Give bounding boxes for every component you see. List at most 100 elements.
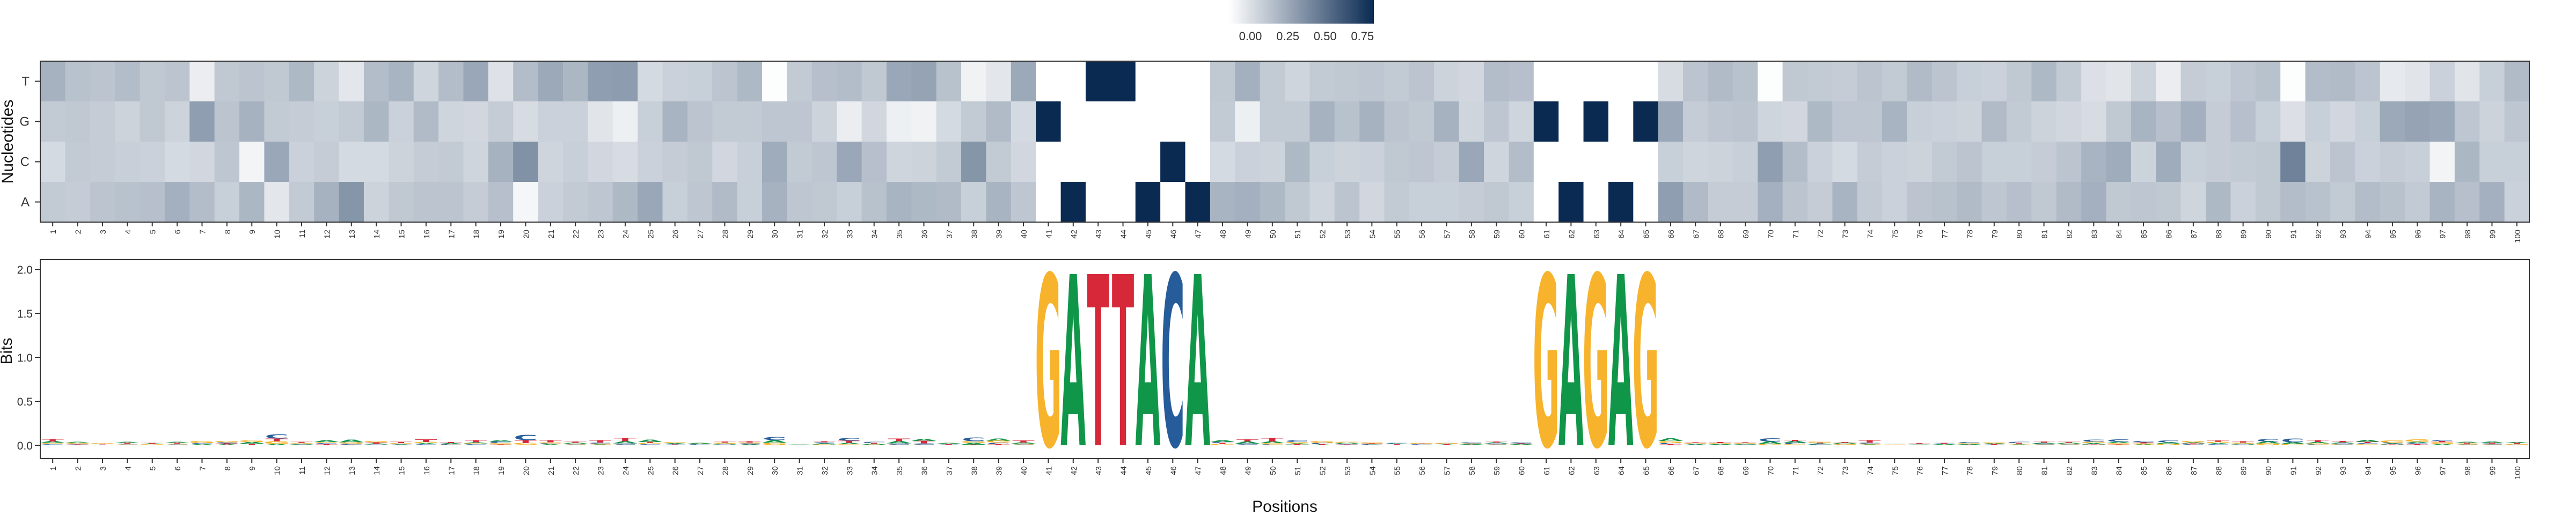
heatmap-cell bbox=[2255, 142, 2281, 182]
heatmap-cell bbox=[787, 61, 813, 102]
heatmap-cell bbox=[2156, 142, 2182, 182]
logo-letter: G bbox=[1832, 444, 1858, 445]
heatmap-cell bbox=[1832, 142, 1858, 182]
heatmap-cell bbox=[1334, 101, 1360, 142]
heatmap-col-label: 90 bbox=[2264, 230, 2273, 239]
heatmap-cell bbox=[1708, 142, 1733, 182]
logo-x-tick-label: 97 bbox=[2439, 466, 2448, 475]
logo-x-tick-label: 3 bbox=[99, 466, 108, 470]
logo-letter: A bbox=[1384, 444, 1409, 445]
heatmap-cell bbox=[1110, 101, 1136, 142]
heatmap-cell bbox=[2280, 182, 2306, 223]
heatmap-col-label: 3 bbox=[99, 230, 108, 234]
heatmap-cell bbox=[1359, 101, 1385, 142]
logo-letter: G bbox=[64, 443, 91, 444]
logo-letter: G bbox=[1682, 443, 1709, 444]
heatmap-cell bbox=[2330, 142, 2355, 182]
heatmap-cell bbox=[1235, 101, 1261, 142]
heatmap-col-label: 21 bbox=[547, 230, 556, 239]
heatmap-cell bbox=[1907, 182, 1933, 223]
heatmap-col-label: 88 bbox=[2214, 230, 2223, 239]
heatmap-cell bbox=[1807, 61, 1833, 102]
heatmap-cell bbox=[961, 182, 987, 223]
heatmap-cell bbox=[1160, 182, 1186, 223]
logo-letter: A bbox=[1932, 444, 1957, 445]
logo-letter: G bbox=[288, 443, 315, 444]
heatmap-cell bbox=[2031, 182, 2057, 223]
logo-x-tick-label: 93 bbox=[2339, 466, 2348, 475]
logo-letter: G bbox=[2479, 444, 2506, 445]
heatmap-cell bbox=[140, 142, 165, 182]
heatmap-cell bbox=[2355, 182, 2381, 223]
heatmap-cell bbox=[1484, 182, 1510, 223]
logo-letter: G bbox=[1707, 443, 1734, 444]
heatmap-cell bbox=[612, 101, 638, 142]
heatmap-cell bbox=[2081, 61, 2107, 102]
logo-x-tick-label: 30 bbox=[771, 466, 780, 475]
heatmap-cell bbox=[1732, 142, 1758, 182]
logo-letter: C bbox=[1758, 438, 1782, 443]
logo-letter: C bbox=[314, 443, 338, 445]
heatmap-cell bbox=[712, 182, 738, 223]
heatmap-cell bbox=[712, 142, 738, 182]
heatmap-cell bbox=[140, 101, 165, 142]
heatmap-cell bbox=[638, 182, 663, 223]
heatmap-cell bbox=[787, 101, 813, 142]
logo-x-tick-label: 87 bbox=[2190, 466, 2199, 475]
heatmap-cell bbox=[2106, 182, 2132, 223]
heatmap-cell bbox=[239, 182, 265, 223]
logo-letter: G bbox=[1856, 443, 1883, 445]
heatmap-cell bbox=[438, 101, 464, 142]
heatmap-cell bbox=[2007, 61, 2032, 102]
logo-letter: C bbox=[65, 444, 89, 445]
logo-letter: G bbox=[1657, 440, 1684, 444]
logo-letter: G bbox=[1956, 443, 1983, 444]
heatmap-cell bbox=[1484, 61, 1510, 102]
logo-letter: C bbox=[414, 444, 438, 446]
heatmap-cell bbox=[886, 61, 912, 102]
logo-letter: A bbox=[488, 439, 514, 442]
logo-letter: A bbox=[762, 439, 788, 444]
heatmap-cell bbox=[413, 101, 439, 142]
logo-letter: C bbox=[1261, 444, 1284, 446]
logo-x-tick-label: 66 bbox=[1667, 466, 1676, 475]
logo-letter: G bbox=[537, 442, 564, 444]
logo-x-tick-label: 45 bbox=[1144, 466, 1153, 475]
heatmap-col-label: 25 bbox=[646, 230, 655, 239]
logo-letter: C bbox=[190, 443, 214, 445]
logo-letter: A bbox=[1957, 444, 1982, 445]
logo-letter: T bbox=[1510, 443, 1532, 444]
heatmap-cell bbox=[65, 101, 91, 142]
heatmap-cell bbox=[189, 182, 215, 223]
heatmap-cell bbox=[314, 61, 340, 102]
logo-letter: A bbox=[65, 442, 90, 443]
heatmap-cell bbox=[936, 61, 962, 102]
logo-x-tick-label: 99 bbox=[2488, 466, 2497, 475]
heatmap-col-label: 67 bbox=[1692, 230, 1701, 239]
logo-letter: A bbox=[289, 444, 314, 445]
heatmap-cell bbox=[1509, 101, 1534, 142]
heatmap-cell bbox=[1608, 182, 1634, 223]
logo-letter: C bbox=[564, 444, 587, 445]
heatmap-cell bbox=[1782, 182, 1808, 223]
logo-letter: G bbox=[1633, 227, 1659, 501]
logo-letter: T bbox=[2008, 443, 2030, 444]
heatmap-cell bbox=[2230, 182, 2256, 223]
logo-letter: C bbox=[1235, 443, 1259, 445]
logo-letter: T bbox=[390, 442, 412, 444]
logo-x-tick-label: 22 bbox=[572, 466, 581, 475]
heatmap-cell bbox=[2156, 182, 2182, 223]
logo-x-tick-label: 74 bbox=[1866, 466, 1875, 475]
heatmap-cell bbox=[811, 61, 837, 102]
heatmap-cell bbox=[2405, 142, 2431, 182]
logo-letter: C bbox=[937, 445, 961, 446]
heatmap-col-label: 37 bbox=[945, 230, 954, 239]
logo-letter: T bbox=[2456, 443, 2478, 444]
logo-x-tick-label: 25 bbox=[646, 466, 655, 475]
heatmap-cell bbox=[2280, 142, 2306, 182]
heatmap-cell bbox=[2504, 142, 2530, 182]
heatmap-frame bbox=[40, 61, 2530, 223]
heatmap-cell bbox=[1459, 182, 1484, 223]
logo-letter: A bbox=[1782, 441, 1807, 444]
heatmap-col-label: 87 bbox=[2190, 230, 2199, 239]
